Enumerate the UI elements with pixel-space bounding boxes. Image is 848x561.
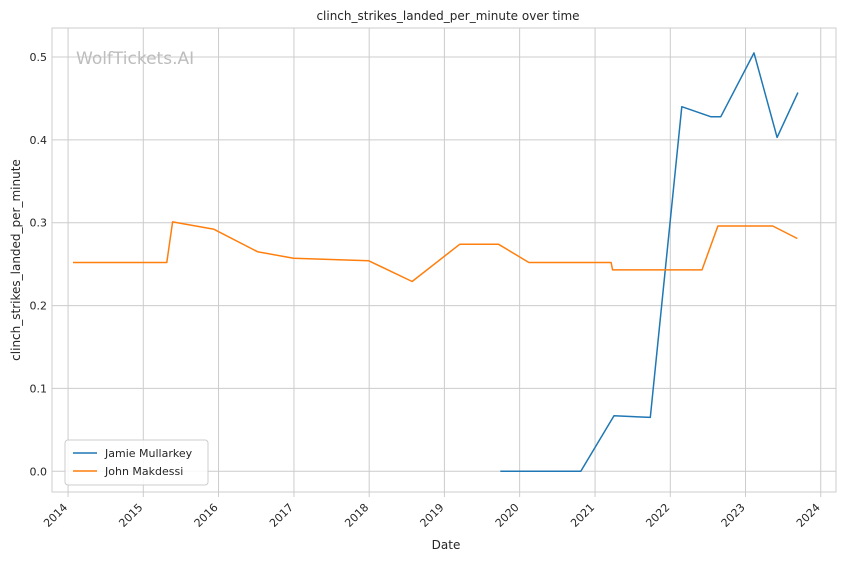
watermark-text: WolfTickets.AI [76, 49, 194, 69]
legend-label-1: John Makdessi [104, 465, 183, 478]
x-tick-label: 2024 [794, 501, 823, 530]
x-tick-label: 2017 [267, 501, 296, 530]
y-tick-label: 0.4 [30, 134, 48, 147]
series-layer [73, 52, 799, 473]
series-line-1 [73, 221, 798, 283]
legend-label-0: Jamie Mullarkey [104, 447, 193, 460]
y-tick-label: 0.1 [30, 382, 48, 395]
x-tick-label: 2014 [41, 501, 70, 530]
grid [52, 28, 836, 492]
x-tick-label: 2023 [719, 501, 748, 530]
x-axis-label: Date [432, 538, 461, 552]
legend: Jamie Mullarkey John Makdessi [64, 439, 209, 486]
y-tick-label: 0.2 [30, 300, 48, 313]
x-tick-label: 2019 [418, 501, 447, 530]
x-tick-label: 2018 [342, 501, 371, 530]
y-tick-label: 0.5 [30, 51, 48, 64]
legend-box [64, 439, 209, 486]
x-tick-label: 2020 [493, 501, 522, 530]
y-axis: 0.0 0.1 0.2 0.3 0.4 0.5 [30, 51, 48, 478]
x-tick-label: 2022 [643, 501, 672, 530]
y-tick-label: 0.0 [30, 465, 48, 478]
x-tick-label: 2021 [568, 501, 597, 530]
series-line-0 [500, 52, 799, 473]
x-axis: 2014 2015 2016 2017 2018 2019 2020 2021 2022 2023… [41, 492, 823, 530]
y-axis-label: clinch_strikes_landed_per_minute [9, 159, 23, 361]
x-tick-label: 2016 [192, 501, 221, 530]
chart-title: clinch_strikes_landed_per_minute over ti… [316, 9, 579, 23]
x-tick-label: 2015 [116, 501, 145, 530]
y-tick-label: 0.3 [30, 217, 48, 230]
